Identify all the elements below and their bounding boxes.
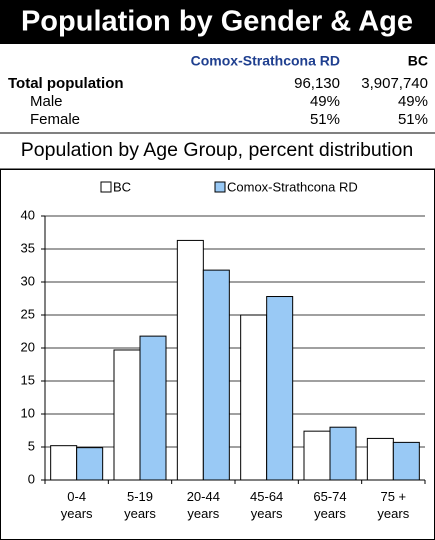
cell: 96,130 [294, 75, 340, 92]
x-tick-label: 20-44 years [187, 489, 220, 521]
y-tick-label: 40 [21, 207, 35, 222]
y-tick-label: 10 [21, 405, 35, 420]
chart: 0 5 10 15 20 25 30 35 40 BC Comox-Strathcona RD 0-4… [21, 179, 426, 521]
x-tick-label: 65-74 years [313, 489, 346, 521]
y-tick-label: 0 [28, 471, 35, 486]
cell: 51% [310, 111, 340, 128]
bar [392, 441, 420, 481]
cell: 49% [310, 93, 340, 110]
bar [139, 335, 167, 481]
cell: 51% [398, 111, 428, 128]
x-tick-label: 5-19 years [124, 489, 156, 521]
bar [113, 349, 141, 481]
legend-swatch [214, 181, 226, 193]
bar [50, 445, 78, 481]
cell: 49% [398, 93, 428, 110]
x-tick-label: 75 + years [377, 489, 409, 521]
y-tick-label: 20 [21, 339, 35, 354]
row-label: Total population [8, 75, 124, 92]
bar [366, 437, 394, 481]
column-header: BC [408, 53, 428, 69]
legend-label: BC [113, 179, 131, 194]
y-tick-label: 5 [28, 438, 35, 453]
row-label: Male [30, 93, 63, 110]
y-tick-label: 15 [21, 372, 35, 387]
y-tick-label: 25 [21, 306, 35, 321]
bar [240, 314, 268, 481]
header-bar [0, 0, 435, 44]
legend-label: Comox-Strathcona RD [227, 179, 358, 194]
legend-swatch [100, 181, 112, 193]
y-tick-label: 30 [21, 273, 35, 288]
y-tick-label: 35 [21, 240, 35, 255]
bar [266, 296, 294, 481]
bar [202, 269, 230, 481]
bar [176, 239, 204, 481]
cell: 3,907,740 [361, 75, 428, 92]
chart-title: Population by Age Group, percent distrib… [21, 139, 413, 161]
x-tick-label: 45-64 years [250, 489, 283, 521]
bar [76, 447, 104, 481]
column-header: Comox-Strathcona RD [191, 53, 340, 69]
bar [329, 426, 357, 481]
header-title: Population by Gender & Age [21, 6, 413, 38]
x-tick-label: 0-4 years [61, 489, 93, 521]
bar [303, 430, 331, 481]
table-body: Total population 96,130 3,907,740 Male 49% 49… [8, 75, 428, 128]
row-label: Female [30, 111, 80, 128]
